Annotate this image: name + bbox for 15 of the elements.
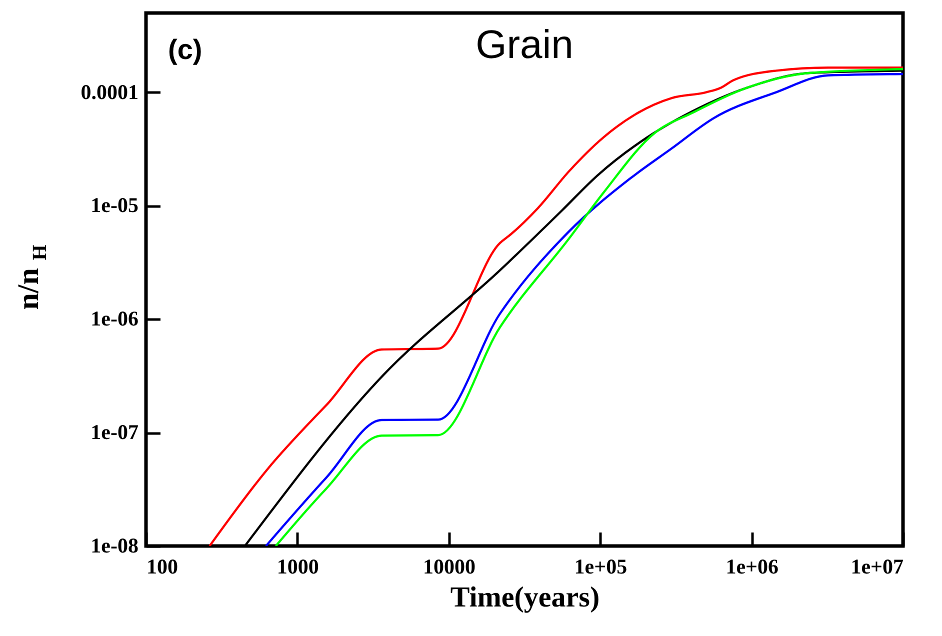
x-tick-label: 1e+07 [850, 554, 904, 578]
y-tick-label: 1e-08 [90, 534, 138, 558]
y-tick-label: 1e-05 [90, 193, 138, 218]
y-tick-label: 0.0001 [80, 80, 138, 104]
y-tick-label: 1e-07 [90, 420, 138, 444]
x-tick-label: 1e+05 [574, 554, 628, 578]
x-tick-label: 100 [146, 554, 178, 578]
x-tick-label: 1e+06 [726, 554, 778, 578]
y-tick-label: 1e-06 [90, 306, 138, 331]
x-tick-label: 1000 [276, 554, 319, 578]
x-tick-label: 10000 [423, 554, 476, 578]
y-axis-title: n/nH [12, 244, 51, 310]
chart-title: Grain [476, 23, 574, 67]
annotation: (c) [168, 34, 202, 65]
x-axis-title: Time(years) [450, 582, 600, 614]
